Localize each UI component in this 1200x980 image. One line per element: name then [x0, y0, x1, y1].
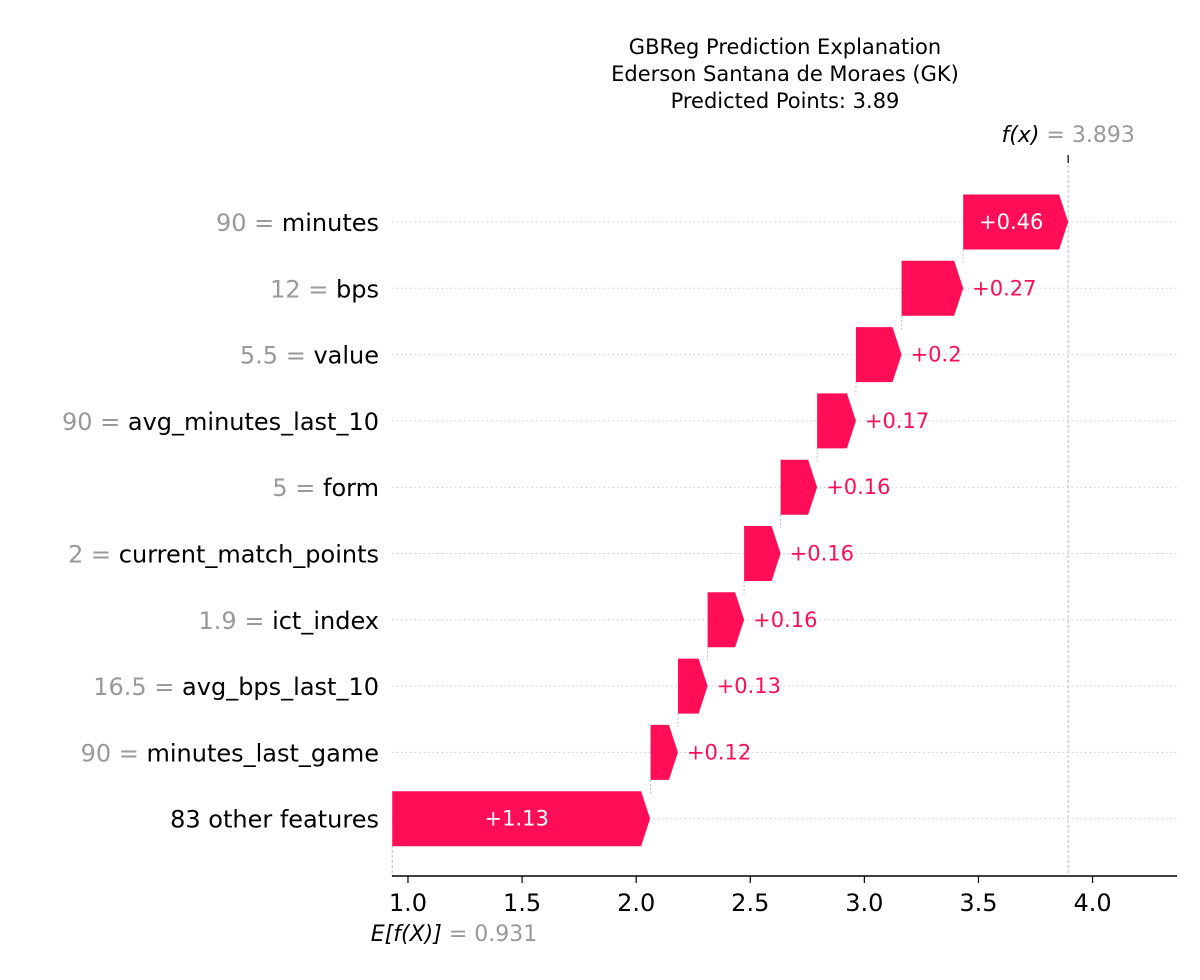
- feature-value: 1.9 =: [199, 607, 273, 635]
- bar-value-label: +0.2: [911, 343, 962, 367]
- x-tick-label: 3.5: [959, 889, 997, 917]
- feature-value: 5.5 =: [240, 342, 314, 370]
- base-value-label: E[f(X)] = 0.931: [371, 922, 537, 947]
- chart-title-line: Predicted Points: 3.89: [671, 89, 900, 113]
- base-label-name: E[f(X)]: [371, 922, 449, 947]
- x-tick-label: 4.0: [1073, 889, 1111, 917]
- feature-label: 90 = minutes: [216, 209, 379, 237]
- feature-value: 16.5 =: [93, 673, 182, 701]
- bar-value-label: +0.13: [717, 674, 781, 698]
- feature-name: value: [313, 342, 379, 370]
- fx-label-value: = 3.893: [1046, 123, 1134, 148]
- feature-label: 83 other features: [170, 806, 379, 834]
- x-tick-label: 1.5: [503, 889, 541, 917]
- waterfall-bar: [392, 791, 651, 847]
- feature-name: minutes: [282, 209, 379, 237]
- feature-label: 12 = bps: [270, 275, 379, 303]
- x-tick-label: 1.0: [389, 889, 427, 917]
- waterfall-bar: [707, 592, 745, 648]
- waterfall-bar: [650, 724, 678, 780]
- fx-label-name: f(x): [1001, 123, 1046, 148]
- waterfall-bar: [817, 393, 856, 449]
- feature-value: 5 =: [272, 474, 323, 502]
- bar-value-label: +0.12: [687, 740, 751, 764]
- feature-name: avg_minutes_last_10: [128, 408, 379, 436]
- waterfall-bar: [677, 658, 708, 714]
- feature-name: 83 other features: [170, 806, 379, 834]
- feature-label: 2 = current_match_points: [68, 541, 379, 569]
- base-label-value: = 0.931: [449, 922, 537, 947]
- feature-name: avg_bps_last_10: [182, 673, 379, 701]
- bar-value-label: +0.17: [865, 409, 929, 433]
- feature-value: 90 =: [216, 209, 282, 237]
- x-tick-label: 2.5: [731, 889, 769, 917]
- waterfall-bar: [780, 459, 818, 515]
- waterfall-bar: [963, 194, 1069, 250]
- feature-label: 90 = avg_minutes_last_10: [62, 408, 379, 436]
- feature-label: 5.5 = value: [240, 342, 379, 370]
- bar-value-label: +1.13: [484, 807, 548, 831]
- waterfall-bar: [744, 526, 781, 581]
- feature-name: bps: [336, 275, 379, 303]
- feature-name: minutes_last_game: [146, 739, 379, 767]
- bar-value-label: +0.16: [826, 475, 890, 499]
- feature-label: 90 = minutes_last_game: [81, 739, 379, 767]
- feature-value: 12 =: [270, 275, 336, 303]
- waterfall-bar: [901, 260, 964, 316]
- x-tick-label: 2.0: [617, 889, 655, 917]
- fx-label: f(x) = 3.893: [1001, 123, 1134, 148]
- chart-title-line: GBReg Prediction Explanation: [629, 35, 941, 59]
- waterfall-bar: [855, 327, 902, 383]
- feature-label: 5 = form: [272, 474, 379, 502]
- bar-value-label: +0.16: [753, 608, 817, 632]
- feature-value: 90 =: [81, 739, 147, 767]
- feature-label: 16.5 = avg_bps_last_10: [93, 673, 379, 701]
- feature-value: 2 =: [68, 541, 119, 569]
- feature-value: 90 =: [62, 408, 128, 436]
- feature-label: 1.9 = ict_index: [199, 607, 379, 635]
- bar-value-label: +0.46: [979, 210, 1043, 234]
- feature-name: ict_index: [272, 607, 379, 635]
- bar-value-label: +0.27: [972, 276, 1036, 300]
- chart-title-line: Ederson Santana de Moraes (GK): [611, 62, 959, 86]
- feature-name: form: [323, 474, 379, 502]
- feature-name: current_match_points: [119, 541, 379, 569]
- x-tick-label: 3.0: [845, 889, 883, 917]
- bar-value-label: +0.16: [790, 542, 854, 566]
